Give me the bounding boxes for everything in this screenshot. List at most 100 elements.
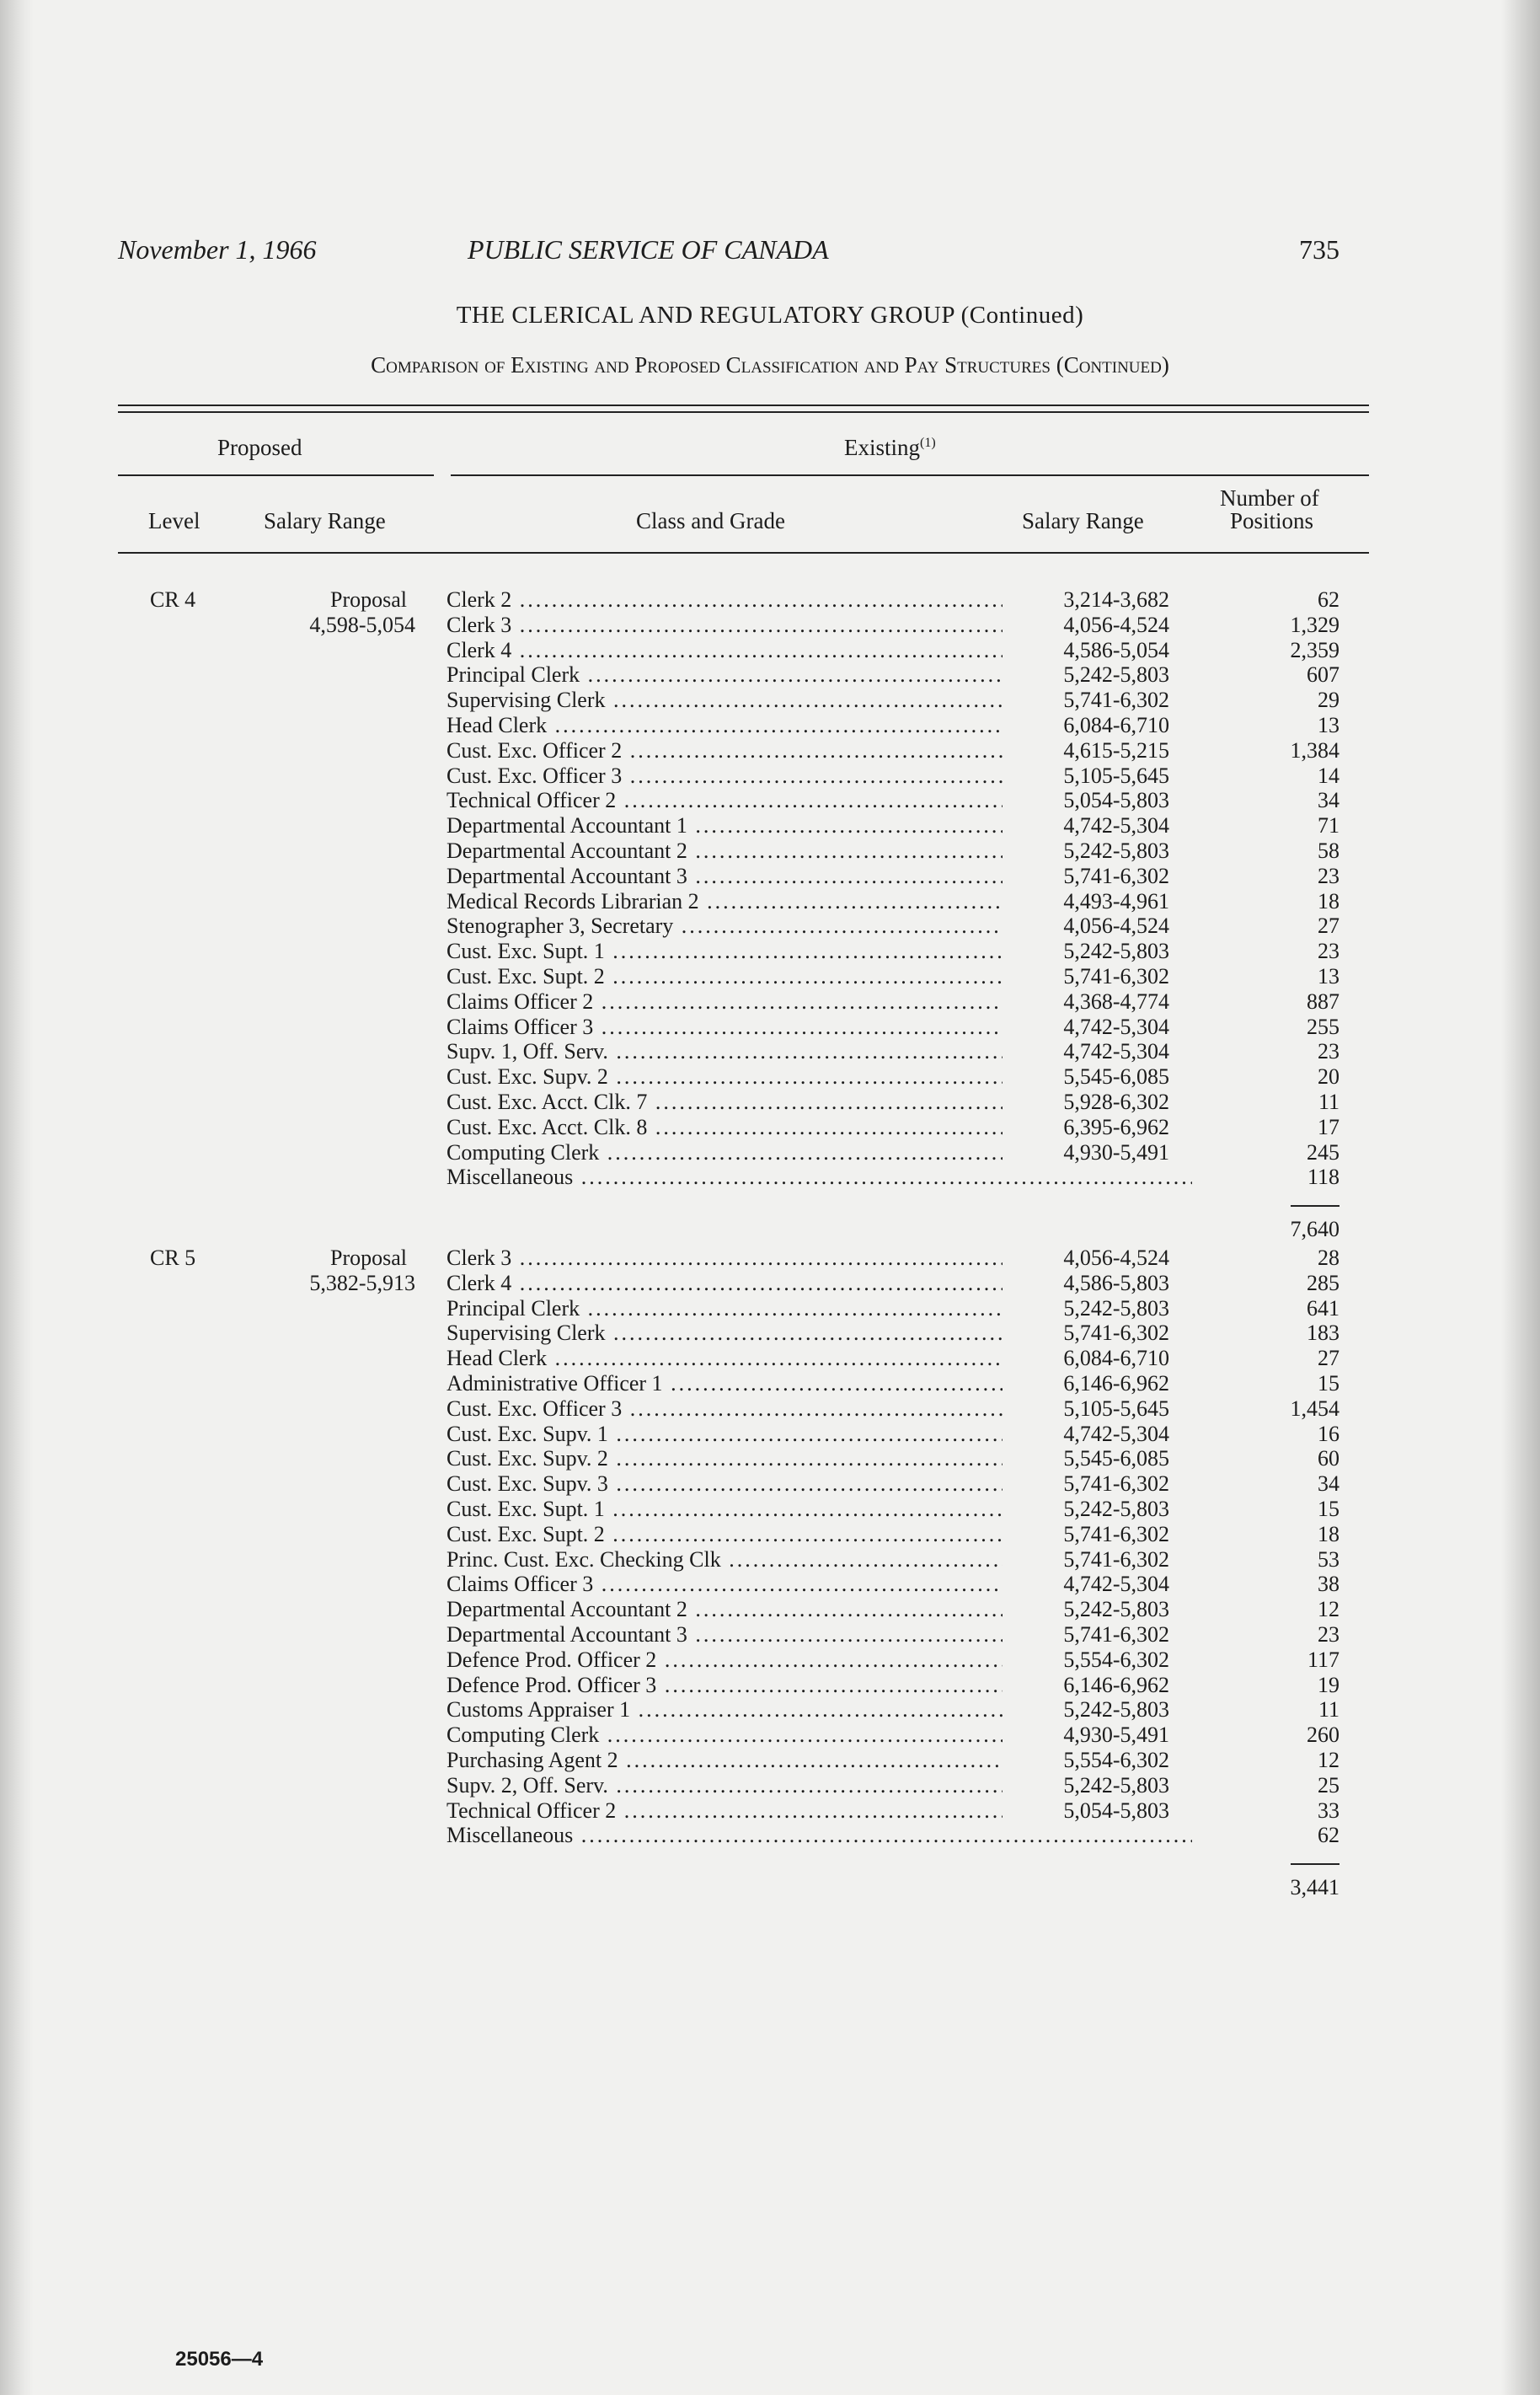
dot-leader: ........................................… <box>612 1497 1003 1521</box>
existing-salary-cell: 5,242-5,803 <box>1063 1697 1169 1723</box>
class-grade-cell: Clerk 3 ................................… <box>446 1246 1003 1271</box>
col-positions-line2: Positions <box>1230 508 1314 533</box>
positions-cell: 23 <box>1318 939 1339 964</box>
class-grade-cell: Cust. Exc. Officer 2 ...................… <box>446 738 1003 764</box>
class-grade-text: Clerk 4 <box>446 1270 512 1295</box>
positions-cell: 887 <box>1307 989 1339 1014</box>
dot-leader: ........................................… <box>707 888 1003 914</box>
table-row: Customs Appraiser 1 ....................… <box>0 1697 1540 1723</box>
table-row: Technical Officer 2 ....................… <box>0 1798 1540 1824</box>
dot-leader: ........................................… <box>607 1723 1003 1748</box>
dot-leader: ........................................… <box>601 1014 1003 1039</box>
level-cell: CR 4 <box>150 587 196 612</box>
class-grade-cell: Purchasing Agent 2 .....................… <box>446 1748 1003 1773</box>
positions-cell: 53 <box>1318 1546 1339 1572</box>
positions-cell: 71 <box>1318 813 1339 839</box>
positions-cell: 16 <box>1318 1421 1339 1446</box>
positions-cell: 18 <box>1318 888 1339 914</box>
class-grade-text: Medical Records Librarian 2 <box>446 888 699 914</box>
positions-cell: 607 <box>1307 662 1339 688</box>
positions-cell: 27 <box>1318 914 1339 939</box>
class-grade-text: Cust. Exc. Officer 3 <box>446 1396 623 1421</box>
table-row: Claims Officer 3 .......................… <box>0 1015 1540 1040</box>
class-grade-cell: Head Clerk .............................… <box>446 713 1003 738</box>
class-grade-cell: Computing Clerk ........................… <box>446 1140 1003 1165</box>
table-row: Technical Officer 2 ....................… <box>0 788 1540 813</box>
positions-cell: 1,454 <box>1290 1396 1340 1421</box>
positions-cell: 28 <box>1318 1246 1339 1270</box>
page-number: 735 <box>1299 234 1339 265</box>
positions-cell: 1,384 <box>1290 737 1340 763</box>
dot-leader: ........................................… <box>623 1798 1003 1823</box>
class-grade-text: Defence Prod. Officer 2 <box>446 1647 657 1672</box>
positions-cell: 33 <box>1318 1798 1339 1823</box>
table-row: CR 4 Proposal Clerk 2 ....................… <box>0 587 1540 613</box>
table-row: Claims Officer 3 .......................… <box>0 1572 1540 1597</box>
dot-leader: ........................................… <box>601 989 1003 1014</box>
table-row: Departmental Accountant 3 ..............… <box>0 864 1540 889</box>
class-grade-cell: Departmental Accountant 2 ..............… <box>446 839 1003 864</box>
existing-salary-cell: 5,242-5,803 <box>1063 839 1169 863</box>
existing-salary-cell: 5,741-6,302 <box>1063 1622 1169 1647</box>
existing-salary-cell: 6,084-6,710 <box>1063 713 1169 737</box>
existing-salary-cell: 6,084-6,710 <box>1063 1346 1169 1371</box>
dot-leader: ........................................… <box>695 1622 1003 1647</box>
class-grade-cell: Clerk 3 ................................… <box>446 613 1003 638</box>
positions-cell: 20 <box>1318 1064 1339 1090</box>
table-row: Purchasing Agent 2 .....................… <box>0 1748 1540 1773</box>
existing-salary-cell: 4,368-4,774 <box>1063 989 1169 1014</box>
existing-salary-cell: 5,105-5,645 <box>1063 763 1169 788</box>
class-grade-text: Departmental Accountant 1 <box>446 813 687 839</box>
dot-leader: ........................................… <box>616 1772 1003 1798</box>
positions-cell: 60 <box>1318 1446 1339 1471</box>
class-grade-text: Technical Officer 2 <box>446 1798 617 1823</box>
class-grade-cell: Departmental Accountant 1 ..............… <box>446 813 1003 839</box>
class-grade-text: Head Clerk <box>446 1346 548 1371</box>
positions-cell: 12 <box>1318 1748 1339 1772</box>
table-row: Computing Clerk ........................… <box>0 1723 1540 1748</box>
proposal-label: Proposal <box>330 1246 407 1270</box>
existing-salary-cell: 6,146-6,962 <box>1063 1371 1169 1396</box>
positions-cell: 18 <box>1318 1521 1339 1546</box>
existing-salary-cell: 5,242-5,803 <box>1063 1295 1169 1321</box>
table-row: Cust. Exc. Supt. 2 .....................… <box>0 1522 1540 1547</box>
class-grade-cell: Customs Appraiser 1 ....................… <box>446 1697 1003 1723</box>
existing-salary-cell: 4,742-5,304 <box>1063 1421 1169 1446</box>
table-row: Cust. Exc. Supv. 2 .....................… <box>0 1446 1540 1471</box>
proposed-rule <box>118 474 434 476</box>
class-grade-text: Cust. Exc. Acct. Clk. 7 <box>446 1090 648 1114</box>
class-grade-text: Clerk 3 <box>446 1246 512 1270</box>
class-grade-cell: Miscellaneous ..........................… <box>446 1165 1192 1190</box>
dot-leader: ........................................… <box>695 839 1003 863</box>
existing-salary-cell: 4,615-5,215 <box>1063 737 1169 763</box>
dot-leader: ........................................… <box>607 1139 1003 1165</box>
existing-salary-cell: 5,105-5,645 <box>1063 1396 1169 1421</box>
class-grade-text: Departmental Accountant 2 <box>446 839 687 863</box>
level-cell: CR 5 <box>150 1246 196 1270</box>
class-grade-text: Cust. Exc. Supt. 1 <box>446 939 605 964</box>
class-grade-text: Cust. Exc. Supv. 2 <box>446 1064 608 1090</box>
table-row: Miscellaneous ..........................… <box>0 1165 1540 1190</box>
class-grade-cell: Cust. Exc. Supt. 1 .....................… <box>446 1497 1003 1522</box>
class-grade-cell: Defence Prod. Officer 3 ................… <box>446 1673 1003 1698</box>
group-header-proposed: Proposed <box>217 435 302 460</box>
table-row: Medical Records Librarian 2 ............… <box>0 889 1540 914</box>
existing-salary-cell: 5,545-6,085 <box>1063 1446 1169 1471</box>
existing-salary-cell: 4,742-5,304 <box>1063 1014 1169 1039</box>
existing-salary-cell: 4,586-5,054 <box>1063 637 1169 662</box>
positions-cell: 12 <box>1318 1597 1339 1622</box>
class-grade-text: Cust. Exc. Officer 2 <box>446 737 623 763</box>
existing-salary-cell: 3,214-3,682 <box>1063 587 1169 612</box>
existing-salary-cell: 5,242-5,803 <box>1063 1497 1169 1521</box>
class-grade-text: Cust. Exc. Supt. 2 <box>446 1521 605 1546</box>
class-grade-text: Technical Officer 2 <box>446 788 617 813</box>
dot-leader: ........................................… <box>664 1672 1003 1697</box>
header-bottom-rule <box>118 552 1369 554</box>
table-row: Cust. Exc. Acct. Clk. 8 ................… <box>0 1115 1540 1140</box>
positions-cell: 1,329 <box>1290 612 1340 637</box>
table-row: Cust. Exc. Supt. 1 .....................… <box>0 1497 1540 1522</box>
existing-salary-cell: 5,741-6,302 <box>1063 1471 1169 1497</box>
dot-leader: ........................................… <box>616 1471 1003 1497</box>
proposal-range: 4,598-5,054 <box>309 612 415 637</box>
positions-cell: 11 <box>1318 1697 1339 1723</box>
